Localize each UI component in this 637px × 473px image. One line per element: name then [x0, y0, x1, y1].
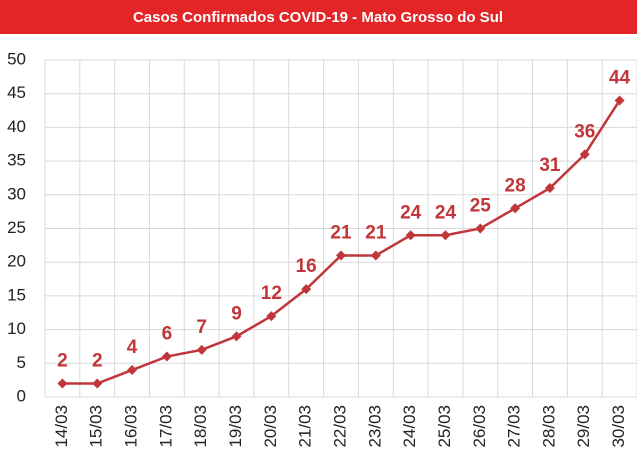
data-label: 12 [261, 283, 282, 304]
data-point [57, 378, 68, 389]
data-point [231, 331, 242, 342]
data-label: 28 [505, 175, 526, 196]
data-point [614, 95, 625, 106]
data-label: 21 [365, 222, 387, 243]
x-tick-label: 23/03 [365, 405, 384, 448]
y-tick-label: 45 [7, 83, 26, 102]
data-label: 44 [609, 67, 631, 88]
data-point [92, 378, 103, 389]
data-label: 24 [435, 202, 457, 223]
x-tick-label: 14/03 [52, 405, 71, 448]
y-tick-label: 30 [7, 184, 26, 203]
y-tick-label: 5 [17, 353, 26, 372]
data-point [161, 351, 172, 362]
y-tick-label: 50 [7, 49, 26, 68]
data-label: 2 [92, 351, 103, 372]
y-tick-label: 15 [7, 285, 26, 304]
y-tick-label: 0 [17, 386, 26, 405]
data-point [196, 344, 207, 355]
y-tick-label: 25 [7, 218, 26, 237]
x-tick-label: 19/03 [226, 405, 245, 448]
data-point [405, 230, 416, 241]
y-tick-label: 20 [7, 252, 26, 271]
chart-title: Casos Confirmados COVID-19 - Mato Grosso… [133, 9, 503, 26]
data-label: 9 [231, 303, 242, 324]
x-tick-label: 18/03 [191, 405, 210, 448]
data-label: 21 [330, 222, 352, 243]
x-tick-label: 30/03 [609, 405, 628, 448]
x-tick-label: 22/03 [330, 405, 349, 448]
data-point [336, 250, 346, 261]
data-label: 25 [470, 196, 492, 217]
x-tick-label: 20/03 [261, 405, 280, 448]
x-tick-label: 16/03 [122, 405, 141, 448]
data-label: 2 [57, 351, 68, 372]
data-point [127, 365, 138, 376]
data-label: 31 [539, 155, 561, 176]
data-label: 16 [296, 256, 317, 277]
data-point [440, 230, 451, 241]
data-point [370, 250, 381, 261]
data-point [579, 149, 590, 160]
x-tick-label: 27/03 [505, 405, 524, 448]
data-point [301, 284, 312, 295]
x-tick-label: 24/03 [400, 405, 419, 448]
title-bar [0, 0, 637, 34]
y-tick-label: 10 [7, 319, 26, 338]
x-tick-label: 15/03 [87, 405, 106, 448]
data-point [544, 183, 555, 194]
x-tick-label: 21/03 [296, 405, 315, 448]
x-tick-label: 25/03 [435, 405, 454, 448]
y-tick-label: 35 [7, 151, 26, 170]
data-label: 7 [196, 317, 207, 338]
x-tick-label: 26/03 [470, 405, 489, 448]
data-point [475, 223, 486, 234]
x-tick-label: 29/03 [574, 405, 593, 448]
x-tick-label: 28/03 [539, 405, 558, 448]
data-label: 6 [162, 324, 173, 345]
data-label: 36 [574, 121, 595, 142]
data-label: 24 [400, 202, 422, 223]
data-point [266, 311, 277, 322]
y-tick-label: 40 [7, 117, 26, 136]
data-point [510, 203, 521, 214]
x-tick-label: 17/03 [156, 405, 175, 448]
data-label: 4 [127, 337, 138, 358]
